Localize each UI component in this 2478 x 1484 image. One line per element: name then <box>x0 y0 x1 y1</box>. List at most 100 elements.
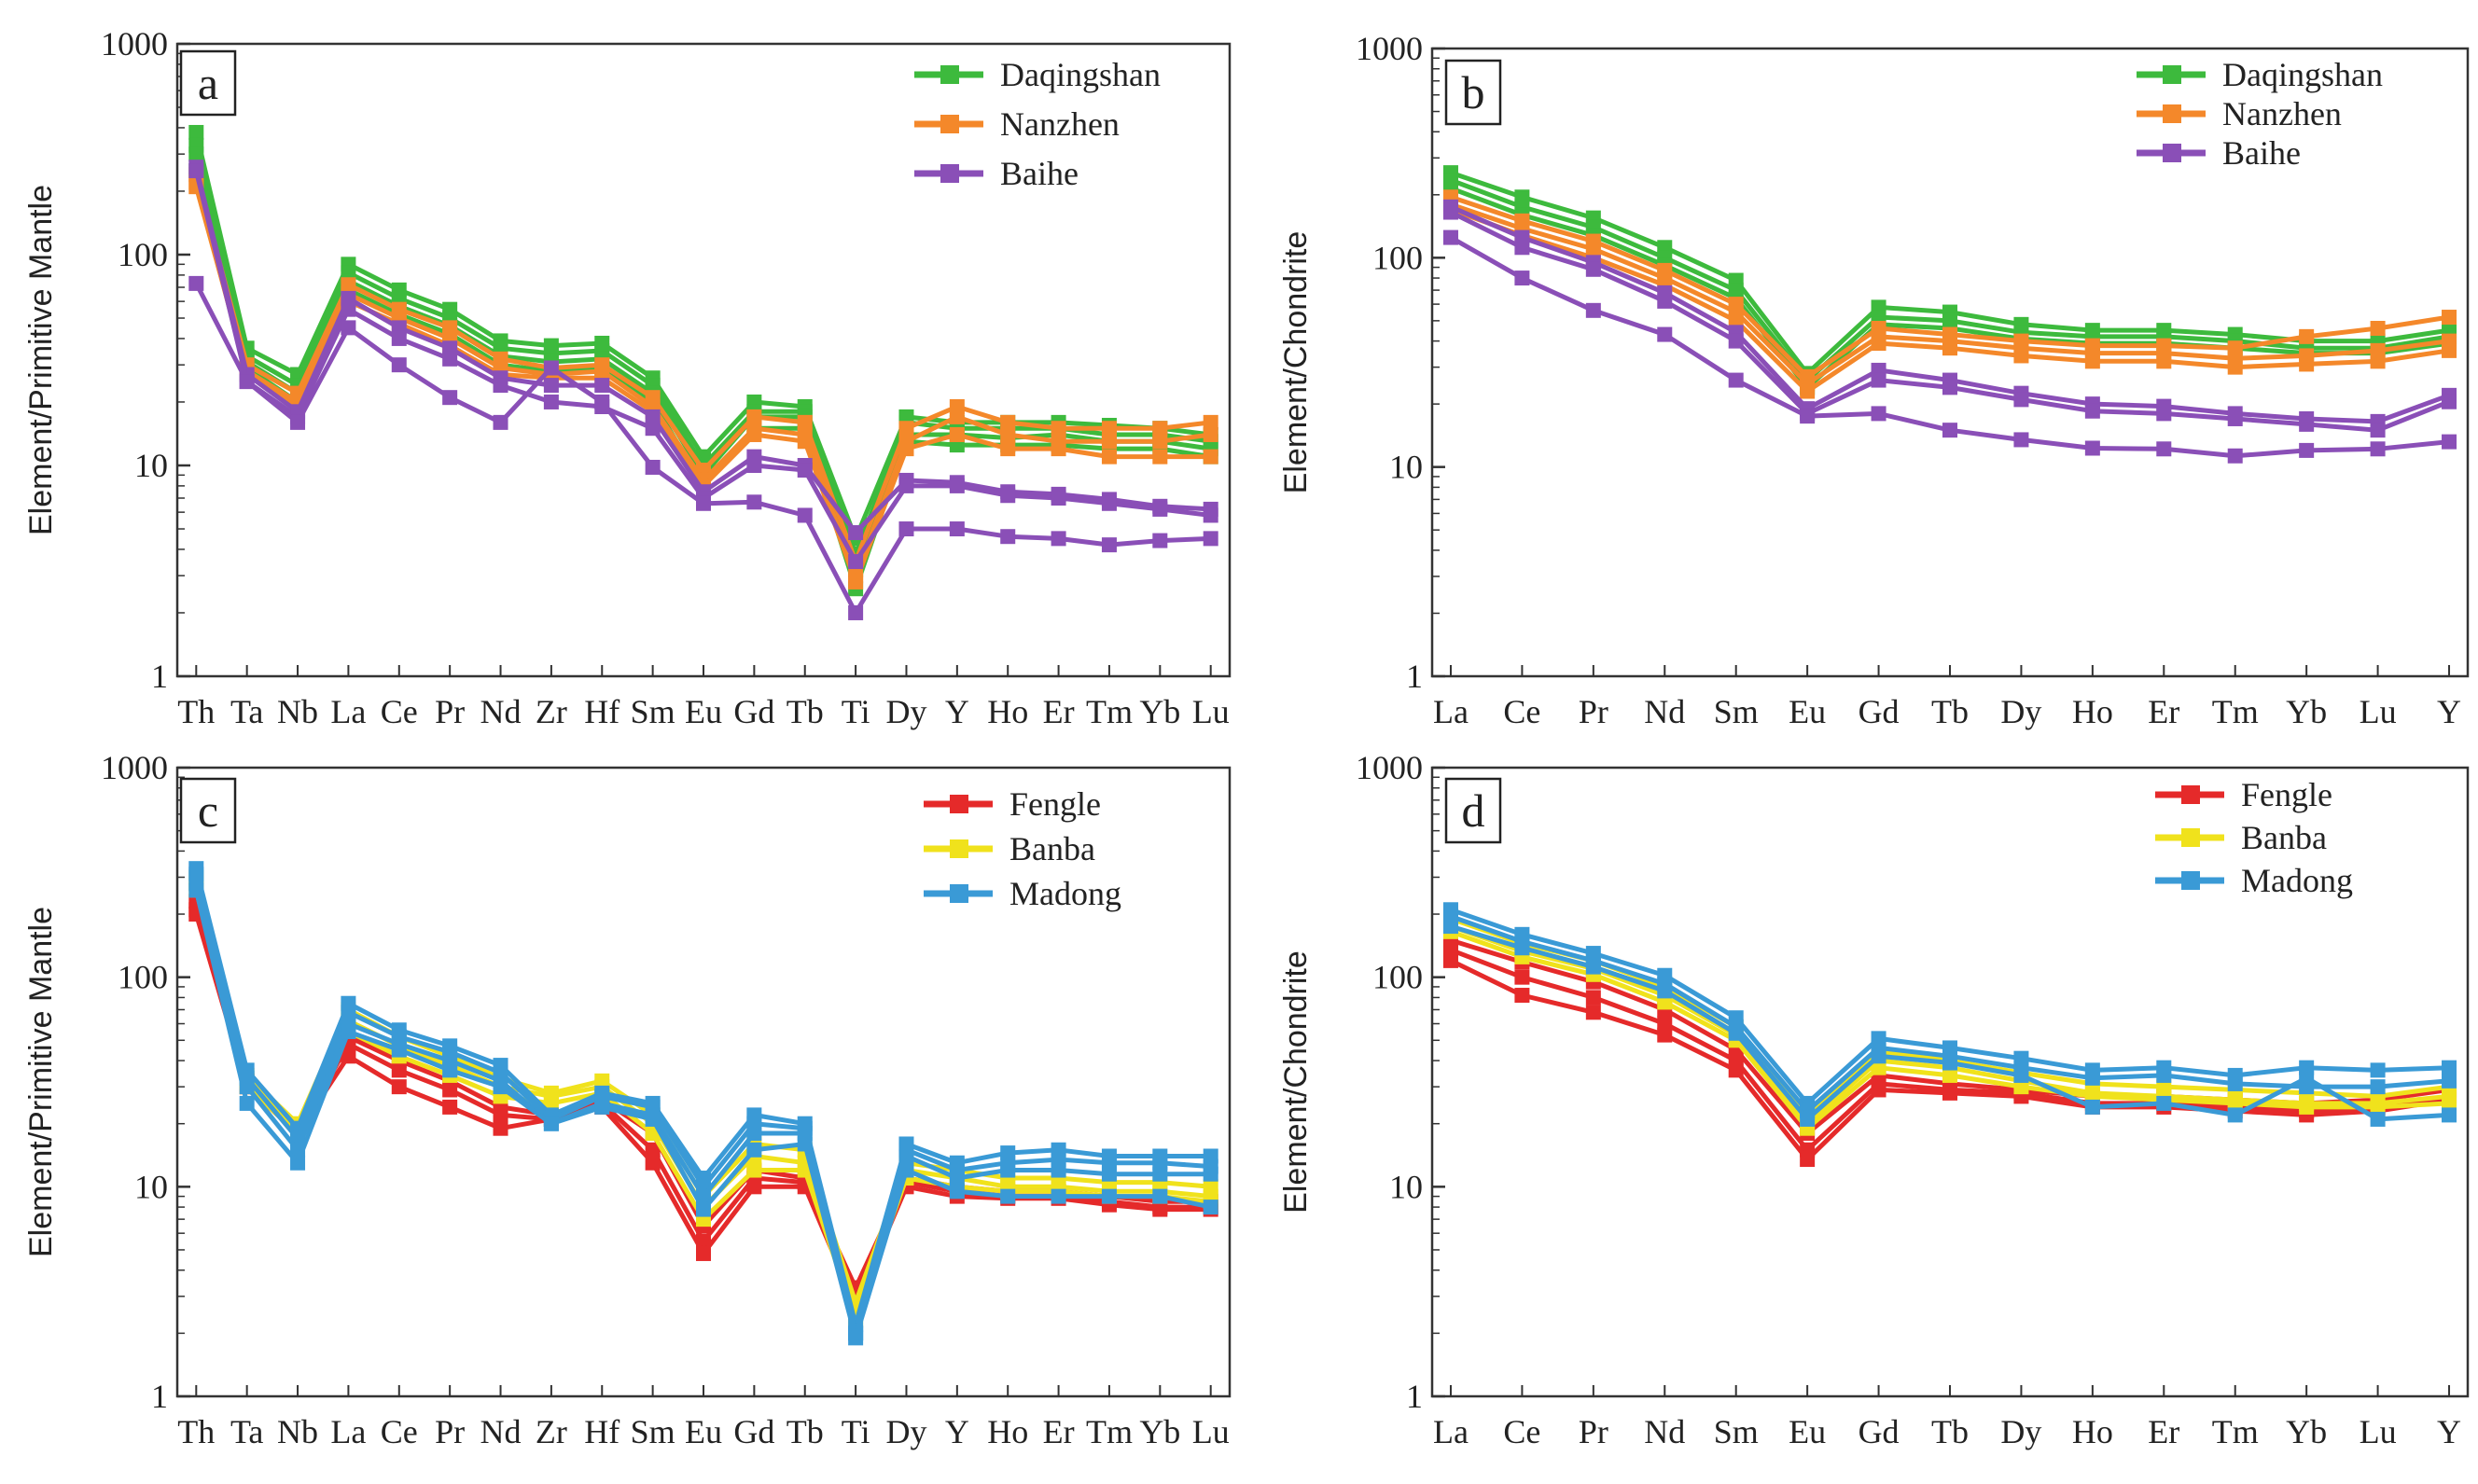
data-point <box>1657 326 1673 342</box>
data-point <box>188 124 204 140</box>
data-point <box>2299 442 2315 458</box>
x-tick-label: La <box>330 693 366 730</box>
data-point <box>1728 333 1744 349</box>
y-axis-title: Element/Chondrite <box>1278 950 1314 1214</box>
data-point <box>1657 994 1673 1010</box>
data-point <box>1942 380 1957 395</box>
data-point <box>493 378 508 394</box>
data-point <box>1000 1188 1016 1204</box>
panel-a: 1 10 100 1000 Element/Primitive Mantle Th Ta Nb… <box>23 25 1232 730</box>
panel-c: 1 10 100 1000 Element/Primitive Mantle Th Ta Nb… <box>23 749 1232 1450</box>
data-point <box>1942 1067 1957 1083</box>
legend-label: Madong <box>1009 875 1121 912</box>
data-point <box>2442 310 2457 326</box>
x-tick-label: Er <box>2148 1413 2179 1450</box>
x-tick-label: Ti <box>842 1413 870 1450</box>
data-point <box>898 521 914 537</box>
x-tick-label: La <box>330 1413 366 1450</box>
x-tick-label: Ce <box>1503 693 1540 730</box>
data-point <box>696 495 711 511</box>
data-point <box>1442 204 1458 220</box>
data-point <box>2013 1079 2029 1095</box>
y-axis-title: Element/Primitive Mantle <box>23 185 59 535</box>
data-point <box>1101 421 1117 437</box>
x-tick-label: Dy <box>2000 693 2041 730</box>
data-point <box>1800 1111 1816 1127</box>
data-point <box>2227 1095 2243 1111</box>
y-tick-label: 1000 <box>1356 30 1423 67</box>
x-tick-label: Nb <box>277 1413 318 1450</box>
legend-entry-fengle: Fengle <box>924 785 1101 823</box>
data-point <box>442 351 458 367</box>
data-point <box>1585 261 1601 277</box>
series-line <box>193 181 1211 585</box>
data-point <box>1942 340 1957 356</box>
data-point <box>1800 383 1816 399</box>
data-point <box>746 1179 762 1195</box>
data-point <box>645 1111 661 1127</box>
y-tick-label: 1 <box>151 1378 168 1415</box>
data-point <box>898 441 914 457</box>
data-point <box>848 554 864 570</box>
x-tick-label: Zr <box>536 1413 567 1450</box>
data-point <box>1101 449 1117 465</box>
x-tick-label: Gd <box>1858 1413 1900 1450</box>
x-tick-label: Dy <box>885 1413 926 1450</box>
data-point <box>341 320 356 336</box>
data-point <box>1728 372 1744 388</box>
data-point <box>1871 1082 1886 1098</box>
data-point <box>2442 394 2457 409</box>
data-point <box>746 1142 762 1158</box>
x-tick-label: Hf <box>584 1413 620 1450</box>
data-point <box>1152 1201 1168 1217</box>
data-point <box>898 421 914 437</box>
data-point <box>898 1148 914 1164</box>
data-point <box>1000 414 1016 430</box>
data-point <box>2084 1070 2100 1086</box>
data-point <box>746 426 762 442</box>
data-point <box>797 463 813 478</box>
data-point <box>2227 448 2243 464</box>
data-point <box>2156 441 2172 457</box>
data-point <box>2442 1095 2457 1111</box>
y-tick-label: 1000 <box>1356 749 1423 786</box>
data-point <box>1800 409 1816 424</box>
x-tick-label: Eu <box>1789 693 1826 730</box>
data-point <box>2156 406 2172 422</box>
legend-entry-baihe: Baihe <box>914 155 1079 192</box>
data-point <box>1101 1166 1117 1182</box>
series-madong <box>1442 919 2457 1127</box>
data-point <box>2370 441 2386 457</box>
data-point <box>1942 1085 1957 1101</box>
data-point <box>949 1184 965 1200</box>
data-point <box>1051 1188 1066 1204</box>
data-point <box>239 374 255 390</box>
data-point <box>1152 501 1168 517</box>
legend-label: Banba <box>1009 830 1095 867</box>
data-point <box>2299 1099 2315 1115</box>
data-point <box>1000 488 1016 504</box>
legend-entry-nanzhen: Nanzhen <box>914 105 1120 143</box>
data-point <box>1514 940 1530 956</box>
x-tick-label: Pr <box>435 1413 465 1450</box>
data-point <box>391 357 407 373</box>
x-tick-label: Lu <box>2360 1413 2397 1450</box>
data-point <box>2442 1073 2457 1089</box>
x-tick-label: Y <box>945 1413 969 1450</box>
data-point <box>797 414 813 430</box>
data-point <box>290 1155 306 1171</box>
data-point <box>341 1023 356 1039</box>
data-point <box>442 1082 458 1098</box>
series-nanzhen <box>188 174 1218 589</box>
data-point <box>1657 983 1673 999</box>
data-point <box>645 1142 661 1158</box>
legend-entry-nanzhen: Nanzhen <box>2137 95 2342 132</box>
y-tick-label: 1 <box>151 658 168 695</box>
data-point <box>2370 320 2386 336</box>
data-point <box>1871 1060 1886 1075</box>
x-tick-label: Ho <box>2072 693 2113 730</box>
x-tick-label: Zr <box>536 693 567 730</box>
data-point <box>2299 328 2315 344</box>
data-point <box>2227 410 2243 426</box>
data-point <box>645 421 661 437</box>
